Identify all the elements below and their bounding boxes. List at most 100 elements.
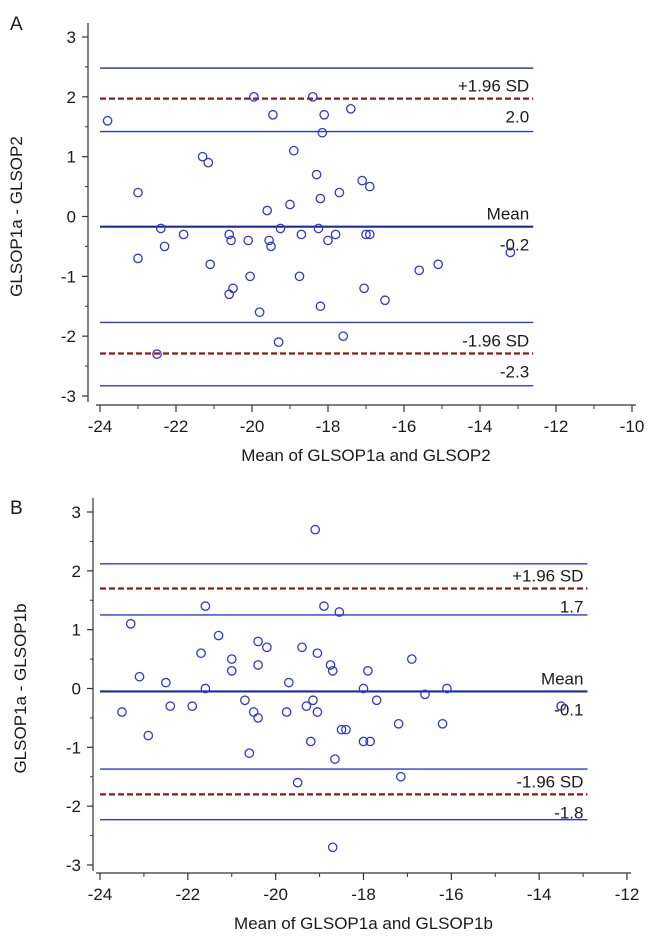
data-point	[317, 127, 328, 138]
data-point	[134, 671, 145, 682]
data-point	[224, 229, 235, 240]
x-tick-label: -22	[164, 417, 189, 436]
data-point	[442, 683, 452, 694]
y-tick-label: 0	[72, 680, 81, 699]
data-point	[254, 307, 265, 318]
data-point	[315, 193, 326, 204]
data-point	[253, 636, 263, 647]
upper-loa-value: 2.0	[506, 108, 530, 127]
data-point	[327, 665, 338, 676]
lower-loa-label: -1.96 SD	[516, 772, 583, 791]
data-point	[437, 718, 448, 729]
data-point	[334, 187, 345, 198]
data-point	[319, 109, 330, 120]
data-point	[266, 241, 276, 252]
data-point	[285, 199, 295, 210]
y-tick-label: -3	[66, 856, 81, 875]
data-point	[288, 145, 299, 156]
data-point	[358, 736, 369, 747]
data-point	[228, 283, 238, 294]
data-point	[125, 618, 136, 629]
data-point	[196, 648, 206, 659]
data-point	[203, 157, 214, 168]
data-point	[245, 271, 255, 282]
data-point	[357, 175, 368, 186]
y-tick-label: -2	[61, 327, 76, 346]
data-point	[301, 701, 312, 712]
data-point	[323, 235, 333, 246]
data-point	[244, 748, 255, 759]
data-point	[334, 607, 345, 617]
data-point	[159, 241, 170, 252]
data-point	[338, 331, 349, 342]
data-point	[336, 724, 347, 735]
data-point	[178, 229, 189, 240]
data-point	[253, 660, 263, 670]
data-point	[363, 665, 373, 676]
data-point	[213, 630, 224, 641]
y-tick-label: -1	[66, 738, 81, 757]
y-axis-title: GLSOP1a - GLSOP1b	[11, 603, 30, 773]
data-point	[240, 695, 250, 706]
data-point	[358, 683, 369, 694]
panel-label: A	[10, 14, 23, 35]
data-point	[262, 205, 273, 216]
x-tick-label: -24	[88, 417, 113, 436]
data-point	[268, 109, 278, 120]
data-point	[313, 223, 324, 234]
data-point	[310, 524, 321, 535]
data-point	[365, 736, 375, 747]
y-tick-label: 0	[67, 208, 76, 227]
x-tick-label: -18	[351, 885, 376, 904]
data-point	[226, 654, 237, 664]
data-point	[224, 289, 235, 300]
data-point	[371, 695, 382, 706]
data-point	[294, 271, 305, 282]
data-point	[296, 229, 307, 240]
x-tick-label: -12	[615, 885, 640, 904]
data-point	[393, 718, 404, 729]
data-point	[505, 247, 516, 258]
data-point	[364, 181, 375, 192]
data-point	[556, 701, 566, 712]
x-tick-label: -12	[544, 417, 569, 436]
lower-loa-value: -1.8	[554, 803, 583, 822]
x-axis-title: Mean of GLSOP1a and GLSOP1b	[234, 914, 493, 933]
data-point	[433, 259, 444, 270]
data-point	[319, 601, 329, 611]
data-point	[325, 660, 336, 670]
data-point	[312, 707, 323, 717]
data-point	[253, 713, 263, 723]
x-tick-label: -16	[439, 885, 464, 904]
data-point	[330, 754, 340, 764]
x-tick-label: -22	[176, 885, 201, 904]
panel-b: B 3 2 1 0 -1 -2 -3 -24 -22 -20 -18 -16 -14 -12 Mean of …	[10, 498, 639, 933]
y-tick-label: 1	[67, 148, 76, 167]
data-point	[275, 223, 286, 234]
data-point	[311, 169, 322, 180]
data-point	[249, 91, 259, 102]
data-point	[308, 695, 318, 706]
data-point	[152, 349, 162, 359]
panel-a: A 3 2 1 0 -1 -2 -3 -24 -22 -20 -18 -16 -14 -12 -10 Mean …	[7, 14, 644, 465]
data-point	[406, 654, 417, 664]
data-point	[327, 842, 338, 853]
data-point	[380, 295, 390, 306]
mean-label: Mean	[487, 205, 530, 224]
y-axis-title: GLSOP1a - GLSOP2	[7, 136, 26, 297]
data-point	[345, 103, 356, 114]
x-axis-title: Mean of GLSOP1a and GLSOP2	[241, 446, 490, 465]
lower-loa-value: -2.3	[500, 363, 529, 382]
data-point	[243, 235, 254, 246]
data-point	[226, 665, 237, 676]
data-point	[187, 701, 198, 712]
upper-loa-value: 1.7	[560, 597, 584, 616]
data-point	[292, 777, 303, 788]
data-point	[273, 337, 284, 347]
data-point	[155, 223, 166, 234]
data-point	[165, 701, 176, 712]
x-tick-label: -20	[240, 417, 265, 436]
data-point	[297, 642, 307, 653]
x-tick-label: -16	[392, 417, 417, 436]
